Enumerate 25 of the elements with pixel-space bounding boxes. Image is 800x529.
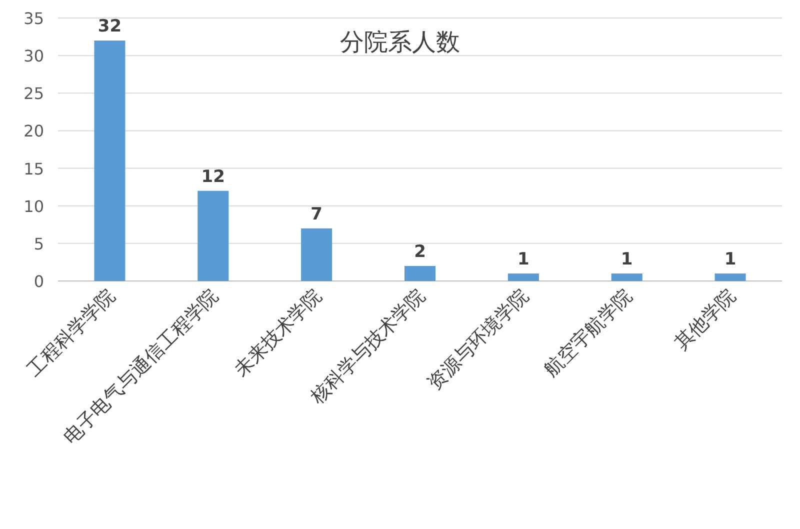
data-label: 1 — [724, 249, 736, 270]
bar — [508, 273, 539, 281]
x-tick-label: 航空宇航学院 — [540, 284, 636, 382]
y-tick-label: 5 — [34, 234, 44, 254]
y-tick-label: 15 — [24, 159, 44, 178]
y-tick-label: 25 — [24, 84, 44, 104]
bar — [198, 190, 229, 281]
data-label: 2 — [414, 242, 426, 262]
bar — [301, 228, 332, 281]
y-tick-label: 0 — [34, 272, 44, 291]
data-label: 32 — [98, 16, 122, 37]
bar — [714, 273, 746, 281]
bar — [404, 266, 436, 281]
chart-title: 分院系人数 — [340, 28, 460, 56]
data-label: 12 — [201, 166, 225, 187]
y-tick-label: 30 — [24, 46, 44, 66]
y-tick-label: 35 — [24, 9, 44, 28]
data-label: 7 — [310, 204, 322, 224]
data-label: 1 — [518, 249, 530, 270]
x-tick-label: 其他学院 — [670, 284, 740, 354]
bar — [611, 273, 642, 281]
bar — [94, 40, 126, 281]
y-tick-label: 20 — [24, 122, 44, 141]
data-label: 1 — [620, 249, 633, 270]
y-tick-label: 10 — [24, 196, 44, 216]
